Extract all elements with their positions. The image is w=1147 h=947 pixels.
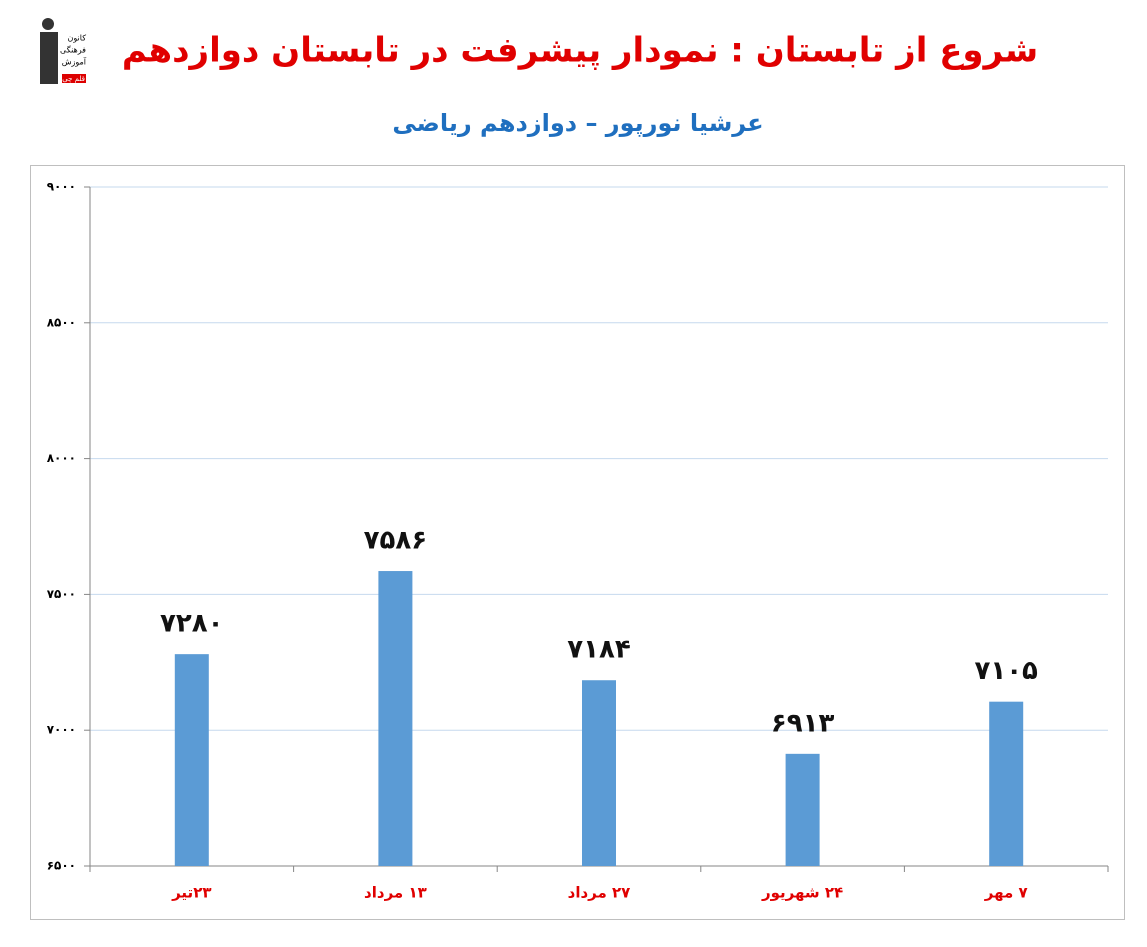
logo-figure [40,32,58,84]
bar [582,680,616,866]
bar [378,571,413,866]
y-tick-label: ۶۵۰۰ [47,859,76,873]
bar [785,753,820,866]
logo-head [42,18,54,30]
data-label: ۷۵۸۶ [364,526,427,556]
y-tick-label: ۷۰۰۰ [47,723,76,737]
x-tick-label: ۲۷ مرداد [568,884,631,902]
data-label: ۶۹۱۳ [771,708,835,738]
data-label: ۷۱۸۴ [567,635,630,665]
x-tick-label: ۲۳تیر [171,884,211,902]
logo-text: قلم چی [62,75,85,83]
chart-title: شروع از تابستان : نمودار پیشرفت در تابست… [122,31,1038,71]
x-tick-label: ۷ مهر [984,884,1028,902]
data-label: ۷۲۸۰ [160,609,223,639]
y-tick-label: ۸۵۰۰ [47,315,76,329]
logo-band [62,74,86,83]
y-tick-label: ۸۰۰۰ [47,451,76,465]
logo-text: آموزش [62,57,87,67]
bar [174,654,209,866]
x-tick-label: ۱۳ مرداد [364,884,427,902]
chart-subtitle: عرشیا نورپور – دوازدهم ریاضی [392,109,763,137]
y-tick-label: ۷۵۰۰ [47,587,76,601]
logo-text: کانون [68,34,87,43]
bar [989,701,1024,866]
chart-frame [30,165,1125,920]
x-tick-label: ۲۴ شهریور [761,884,843,902]
data-label: ۷۱۰۵ [974,656,1038,686]
y-tick-label: ۹۰۰۰ [47,180,76,194]
logo-text: فرهنگی [60,45,86,55]
